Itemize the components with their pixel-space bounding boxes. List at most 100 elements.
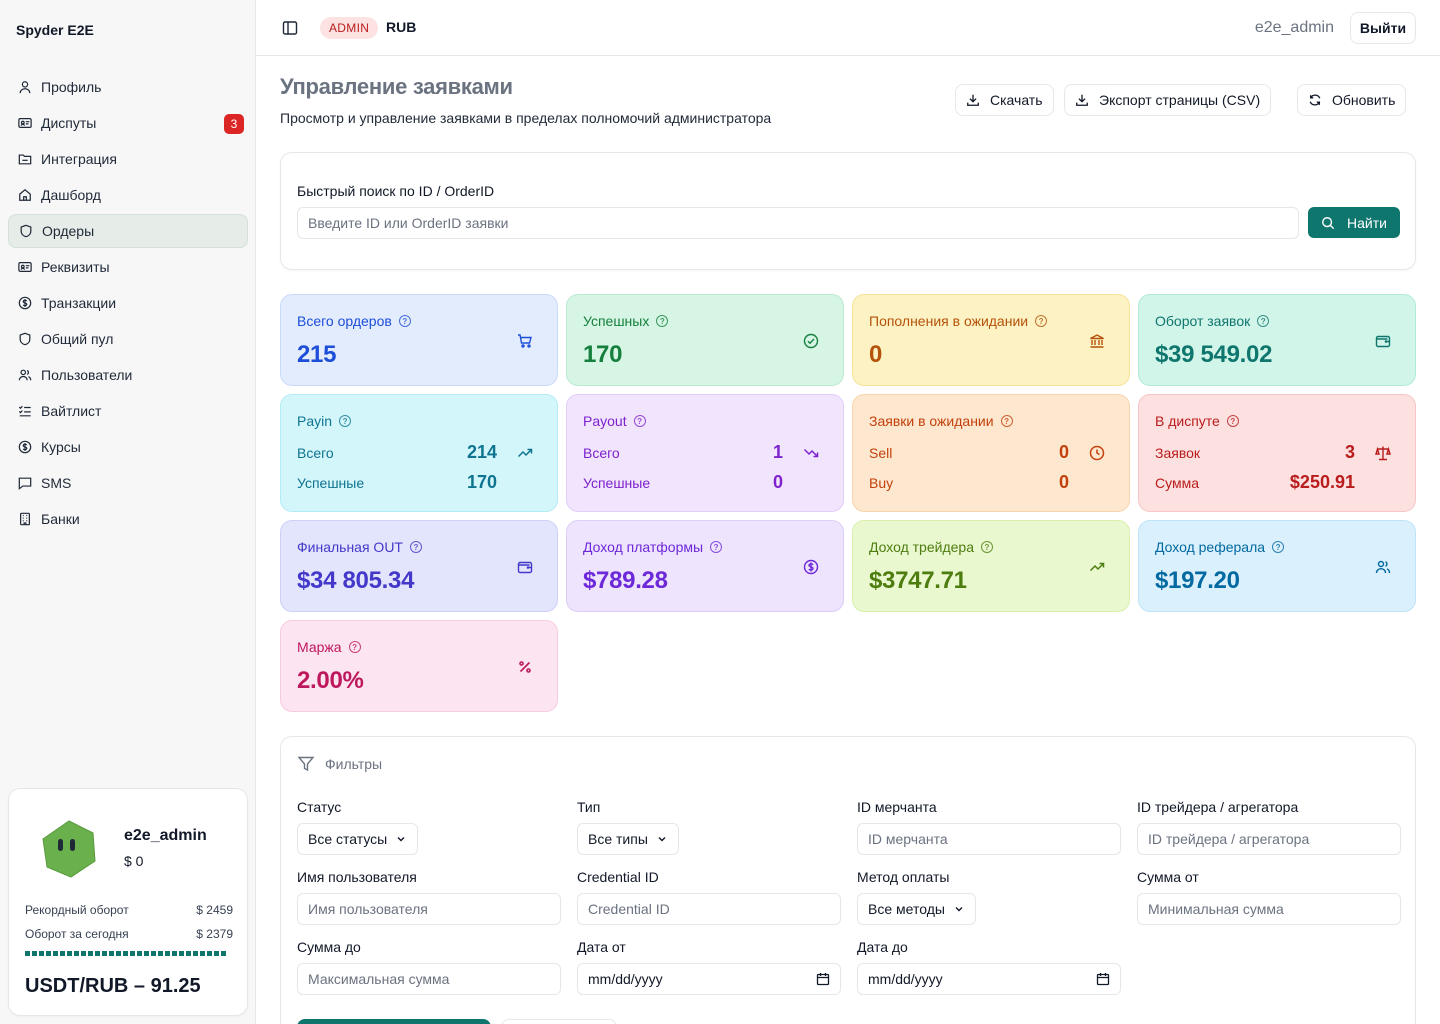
sidebar-item-dashboard[interactable]: Дашборд: [8, 178, 248, 212]
help-icon[interactable]: ?: [348, 641, 361, 653]
row-label: Успешные: [583, 475, 651, 491]
sidebar-item-whitelist[interactable]: Вайтлист: [8, 394, 248, 428]
sidebar-item-disputes[interactable]: Диспуты 3: [8, 106, 248, 140]
users-icon: [1375, 559, 1391, 575]
sidebar-item-integration[interactable]: Интеграция: [8, 142, 248, 176]
card-title-text: Оборот заявок: [1155, 313, 1251, 329]
quick-search-input[interactable]: [297, 207, 1299, 239]
help-icon[interactable]: ?: [398, 315, 411, 327]
refresh-button[interactable]: Обновить: [1297, 84, 1407, 116]
merchant-id-input[interactable]: [857, 823, 1121, 855]
page-title: Управление заявками: [280, 74, 513, 99]
help-icon[interactable]: ?: [339, 415, 352, 427]
sidebar-item-label: Интеграция: [41, 151, 117, 167]
sidebar-item-requisites[interactable]: Реквизиты: [8, 250, 248, 284]
help-icon[interactable]: ?: [409, 541, 422, 553]
sidebar-toggle-icon[interactable]: [282, 20, 298, 36]
card-title: Пополнения в ожидании?: [869, 313, 1048, 329]
user-card-balance: $ 0: [124, 853, 144, 869]
status-select[interactable]: Все статусы: [297, 823, 419, 855]
reset-filters-button[interactable]: [501, 1019, 617, 1024]
id-card-icon: [18, 260, 32, 274]
date-from-value: mm/dd/yyyy: [588, 971, 663, 987]
card-value: $3747.71: [869, 567, 967, 594]
card-value: 2.00%: [297, 667, 364, 694]
card-title-text: В диспуте: [1155, 413, 1220, 429]
trending-up-icon: [1089, 559, 1105, 575]
chevron-down-icon: [658, 837, 666, 842]
logout-button[interactable]: Выйти: [1350, 12, 1416, 44]
card-title-text: Маржа: [297, 639, 342, 655]
help-icon[interactable]: ?: [1272, 541, 1285, 553]
sidebar-item-banks[interactable]: Банки: [8, 502, 248, 536]
payout-card: Payout? Всего 1 Успешные 0: [566, 394, 844, 512]
row-value: 0: [772, 472, 783, 492]
top-header: ADMIN RUB e2e_admin Выйти: [256, 0, 1440, 56]
amount-from-input[interactable]: [1137, 893, 1401, 925]
help-icon[interactable]: ?: [710, 541, 723, 553]
help-icon[interactable]: ?: [980, 541, 993, 553]
sidebar-item-rates[interactable]: Курсы: [8, 430, 248, 464]
card-title: Оборот заявок?: [1155, 313, 1270, 329]
row-value: $250.91: [1289, 472, 1355, 492]
sidebar-item-profile[interactable]: Профиль: [8, 70, 248, 104]
export-csv-button[interactable]: Экспорт страницы (CSV): [1064, 84, 1272, 116]
amount-to-label: Сумма до: [297, 939, 361, 955]
total-orders-card: Всего ордеров? 215: [280, 294, 558, 386]
dollar-icon: [18, 440, 32, 454]
help-icon[interactable]: ?: [1000, 415, 1013, 427]
today-turnover-label: Оборот за сегодня: [25, 927, 129, 941]
username-input[interactable]: [297, 893, 561, 925]
help-icon[interactable]: ?: [1035, 315, 1048, 327]
sidebar-item-pool[interactable]: Общий пул: [8, 322, 248, 356]
date-from-label: Дата от: [577, 939, 626, 955]
refresh-icon: [1309, 94, 1321, 106]
card-title: Доход трейдера?: [869, 539, 993, 555]
sidebar-item-transactions[interactable]: Транзакции: [8, 286, 248, 320]
trader-id-input[interactable]: [1137, 823, 1401, 855]
role-badge: ADMIN: [320, 17, 379, 39]
amount-from-label: Сумма от: [1137, 869, 1199, 885]
date-to-input[interactable]: mm/dd/yyyy: [857, 963, 1121, 995]
help-icon[interactable]: ?: [1226, 415, 1239, 427]
in-dispute-card: В диспуте? Заявок 3 Сумма $250.91: [1138, 394, 1416, 512]
card-value: 0: [869, 341, 883, 368]
date-from-input[interactable]: mm/dd/yyyy: [577, 963, 841, 995]
calendar-icon: [816, 973, 830, 986]
status-filter-label: Статус: [297, 799, 342, 815]
user-card-name: e2e_admin: [124, 827, 207, 844]
sidebar-item-sms[interactable]: SMS: [8, 466, 248, 500]
sidebar-item-orders[interactable]: Ордеры: [8, 214, 248, 248]
row-label: Sell: [869, 445, 893, 461]
wallet-icon: [1375, 333, 1391, 349]
help-icon[interactable]: ?: [1257, 315, 1270, 327]
turnover-card: Оборот заявок? $39 549.02: [1138, 294, 1416, 386]
clock-icon: [1089, 445, 1105, 461]
sidebar-item-users[interactable]: Пользователи: [8, 358, 248, 392]
amount-to-input[interactable]: [297, 963, 561, 995]
sidebar-item-label: Курсы: [41, 439, 81, 455]
row-label: Заявок: [1155, 445, 1201, 461]
usdt-rub-rate: USDT/RUB – 91.25: [25, 975, 201, 997]
apply-filters-button[interactable]: [297, 1019, 491, 1024]
card-title-text: Заявки в ожидании: [869, 413, 994, 429]
search-button[interactable]: Найти: [1308, 207, 1400, 238]
pending-orders-card: Заявки в ожидании? Sell 0 Buy 0: [852, 394, 1130, 512]
payment-method-select[interactable]: Все методы: [857, 893, 976, 925]
header-username: e2e_admin: [1254, 19, 1334, 36]
credential-id-input[interactable]: [577, 893, 841, 925]
referral-income-card: Доход реферала? $197.20: [1138, 520, 1416, 612]
successful-orders-card: Успешных? 170: [566, 294, 844, 386]
record-turnover-value: $ 2459: [196, 903, 233, 917]
sidebar-item-label: Ордеры: [42, 223, 95, 239]
card-title: Доход реферала?: [1155, 539, 1285, 555]
disputes-count-badge: 3: [224, 114, 244, 134]
download-button[interactable]: Скачать: [955, 84, 1054, 116]
card-value: 170: [583, 341, 623, 368]
card-value: $39 549.02: [1155, 341, 1273, 368]
help-icon[interactable]: ?: [656, 315, 669, 327]
quick-search-label: Быстрый поиск по ID / OrderID: [297, 183, 495, 199]
type-select[interactable]: Все типы: [577, 823, 679, 855]
help-icon[interactable]: ?: [633, 415, 646, 427]
download-icon: [1076, 94, 1088, 106]
